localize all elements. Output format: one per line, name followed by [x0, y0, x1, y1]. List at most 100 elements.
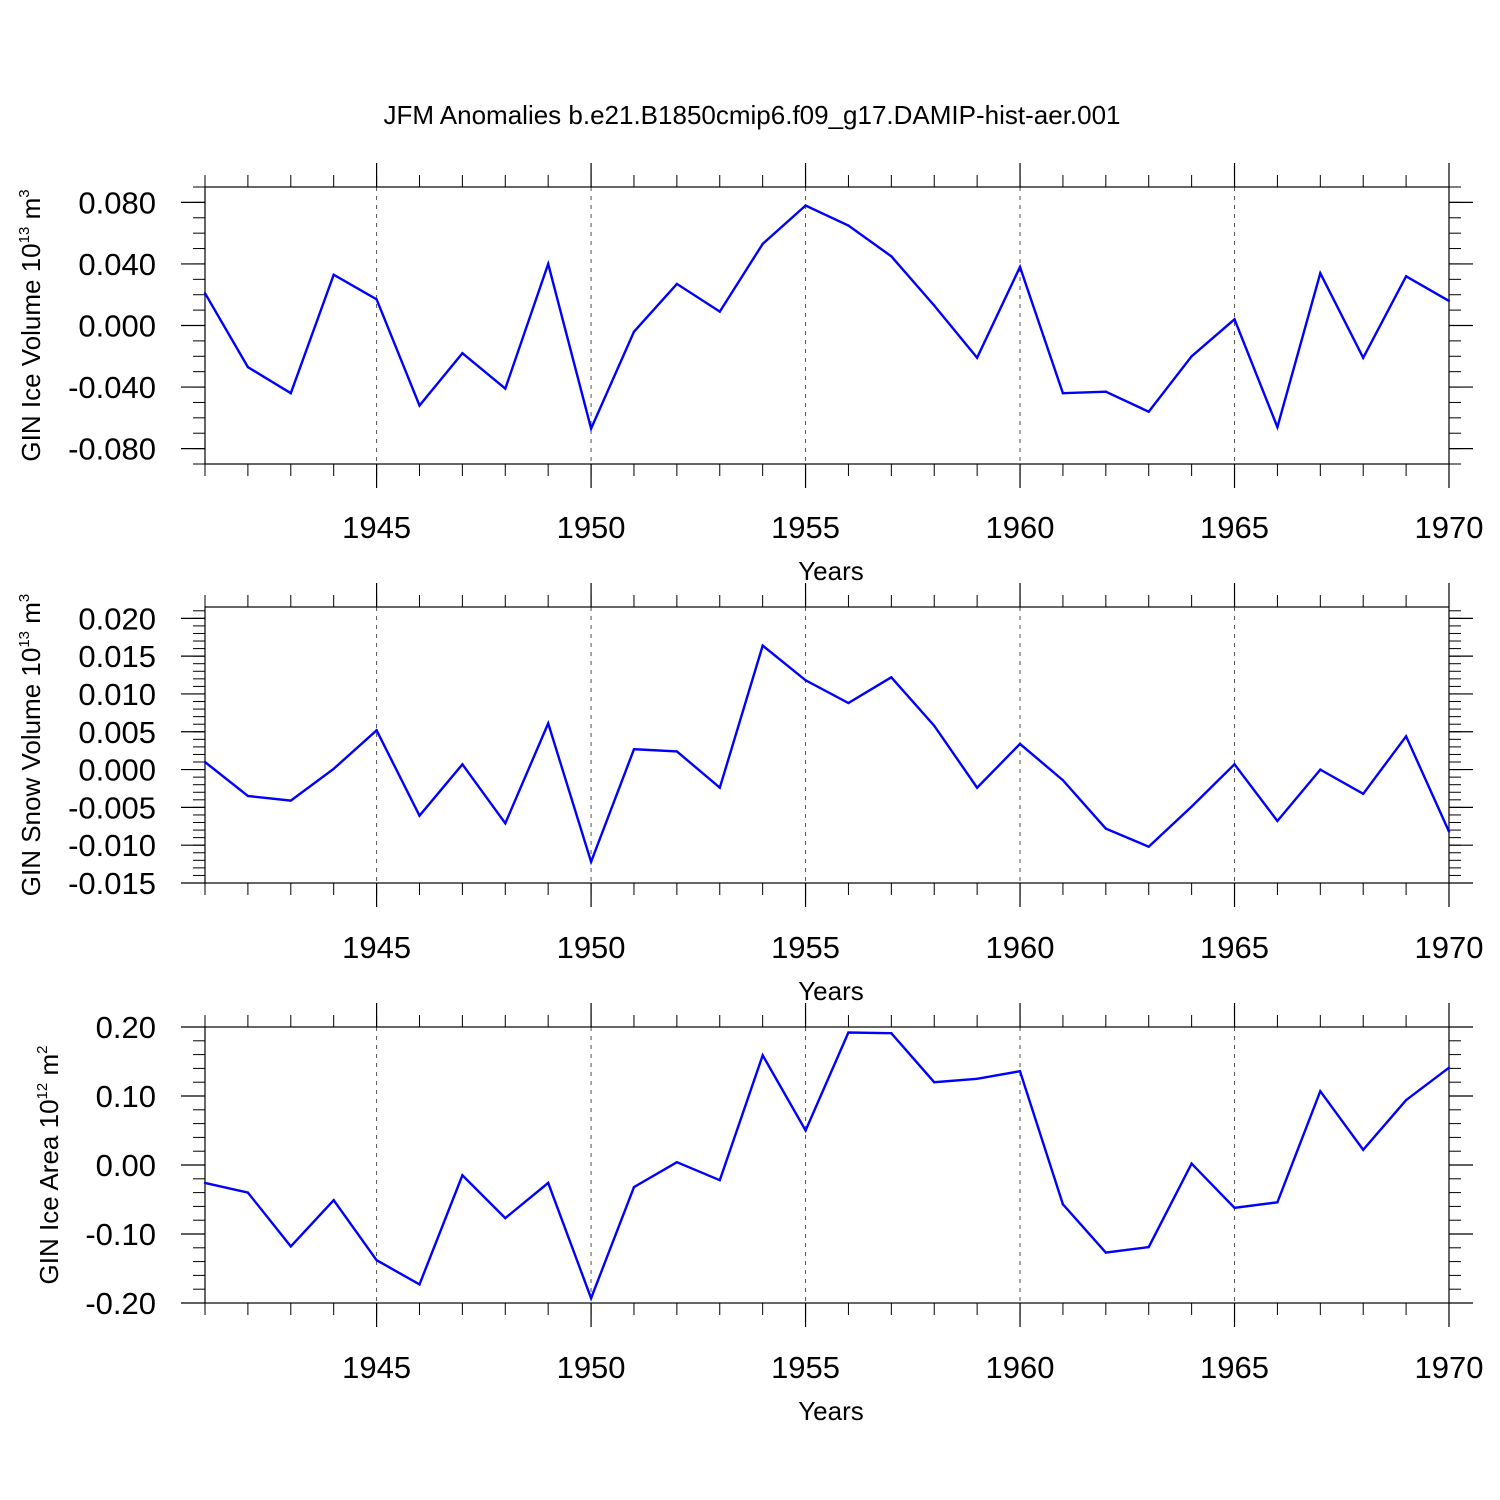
y-axis-title-unit-exponent: 2 [34, 1046, 51, 1054]
y-axis-title: GIN Ice Area 1012 m2 [34, 1046, 64, 1285]
y-tick-label: -0.015 [68, 866, 156, 901]
data-point [1233, 763, 1236, 766]
x-tick-label: 1960 [986, 1350, 1055, 1385]
y-tick-label: 0.005 [78, 715, 156, 750]
data-point [1447, 299, 1451, 303]
data-point [847, 701, 850, 705]
x-tick-label: 1960 [986, 510, 1055, 545]
y-axis-title: GIN Ice Volume 1013 m3 [16, 189, 46, 461]
data-point [890, 1032, 893, 1035]
data-point [203, 760, 207, 764]
data-point [332, 767, 335, 771]
data-point [1319, 271, 1322, 275]
x-tick-label: 1955 [771, 930, 840, 965]
data-point [289, 1245, 292, 1248]
y-tick-label: 0.000 [78, 309, 156, 344]
data-point [1404, 735, 1408, 738]
data-point [1018, 742, 1022, 746]
x-tick-label: 1970 [1415, 510, 1484, 545]
data-point [632, 747, 636, 751]
data-point [933, 304, 936, 307]
chart-panel-3: -0.20 -0.10 0.00 0.10 0.20 1945 1950 1955 1960 19… [34, 1003, 1483, 1426]
data-point [1190, 355, 1193, 358]
plot-frame [204, 606, 1450, 884]
data-point [461, 352, 464, 355]
data-point [1061, 1203, 1065, 1206]
x-axis-title: Years [798, 976, 864, 1006]
data-point [546, 1181, 550, 1185]
data-point [1190, 805, 1193, 808]
data-point [675, 282, 679, 286]
x-tick-label: 1965 [1200, 510, 1269, 545]
data-point [375, 298, 378, 301]
data-point [1147, 410, 1150, 413]
data-point [975, 786, 979, 789]
data-point [1447, 830, 1451, 833]
data-point [1362, 792, 1365, 795]
y-tick-label: -0.040 [68, 370, 156, 405]
x-tick-label: 1950 [557, 930, 626, 965]
y-tick-label: 0.080 [78, 185, 156, 220]
data-point [1447, 1066, 1451, 1069]
data-point [718, 1178, 721, 1182]
y-tick-label: 0.010 [78, 677, 156, 712]
data-point [1018, 265, 1022, 269]
data-point [246, 365, 250, 369]
data-point [1190, 1162, 1193, 1165]
x-tick-label: 1950 [557, 1350, 626, 1385]
data-point [461, 763, 464, 766]
x-axis-title: Years [798, 1396, 864, 1426]
data-point [1319, 768, 1322, 771]
y-tick-label: 0.20 [96, 1010, 156, 1045]
data-point [761, 242, 764, 246]
data-point [890, 255, 893, 258]
y-axis-title-unit: m [34, 1054, 64, 1083]
y-tick-label: -0.005 [68, 790, 156, 825]
y-tick-label: 0.040 [78, 247, 156, 282]
data-point [504, 387, 507, 390]
data-point [589, 1296, 593, 1300]
x-tick-label: 1945 [342, 510, 411, 545]
y-axis-title-exponent: 13 [16, 227, 33, 244]
x-tick-label: 1945 [342, 1350, 411, 1385]
data-point [1362, 1148, 1365, 1152]
data-point [975, 1077, 979, 1080]
x-tick-label: 1955 [771, 1350, 840, 1385]
data-point [761, 1054, 764, 1057]
data-point [289, 392, 292, 395]
data-point [461, 1174, 464, 1177]
data-point [1147, 1245, 1150, 1249]
data-point [546, 722, 550, 725]
x-tick-label: 1960 [986, 930, 1055, 965]
data-point [675, 1161, 679, 1164]
chart-panel-1: -0.080 -0.040 0.000 0.040 0.080 1945 1950 1955 1… [16, 163, 1483, 586]
data-point [1104, 827, 1108, 830]
data-point [718, 310, 721, 313]
data-point [1233, 1206, 1236, 1209]
y-axis-title-unit-exponent: 3 [16, 189, 33, 197]
x-tick-label: 1955 [771, 510, 840, 545]
plot-frame [204, 1026, 1450, 1304]
data-point [504, 822, 507, 825]
y-tick-label: -0.10 [85, 1217, 156, 1252]
figure-title: JFM Anomalies b.e21.B1850cmip6.f09_g17.D… [383, 100, 1120, 130]
data-point [1104, 1251, 1108, 1254]
data-point [589, 860, 593, 864]
series-line [204, 1031, 1450, 1302]
data-point [589, 427, 593, 430]
data-point [1319, 1089, 1322, 1093]
y-axis-title-text: GIN Ice Area 10 [34, 1099, 64, 1284]
data-point [418, 814, 421, 817]
x-tick-label: 1965 [1200, 1350, 1269, 1385]
data-point [375, 729, 378, 732]
data-point [933, 1081, 936, 1084]
data-point [246, 794, 250, 798]
data-point [632, 1185, 636, 1189]
data-point [546, 262, 550, 266]
data-point [847, 224, 850, 227]
data-point [289, 799, 292, 802]
data-point [1276, 819, 1279, 823]
y-axis-title-unit: m [16, 602, 46, 631]
